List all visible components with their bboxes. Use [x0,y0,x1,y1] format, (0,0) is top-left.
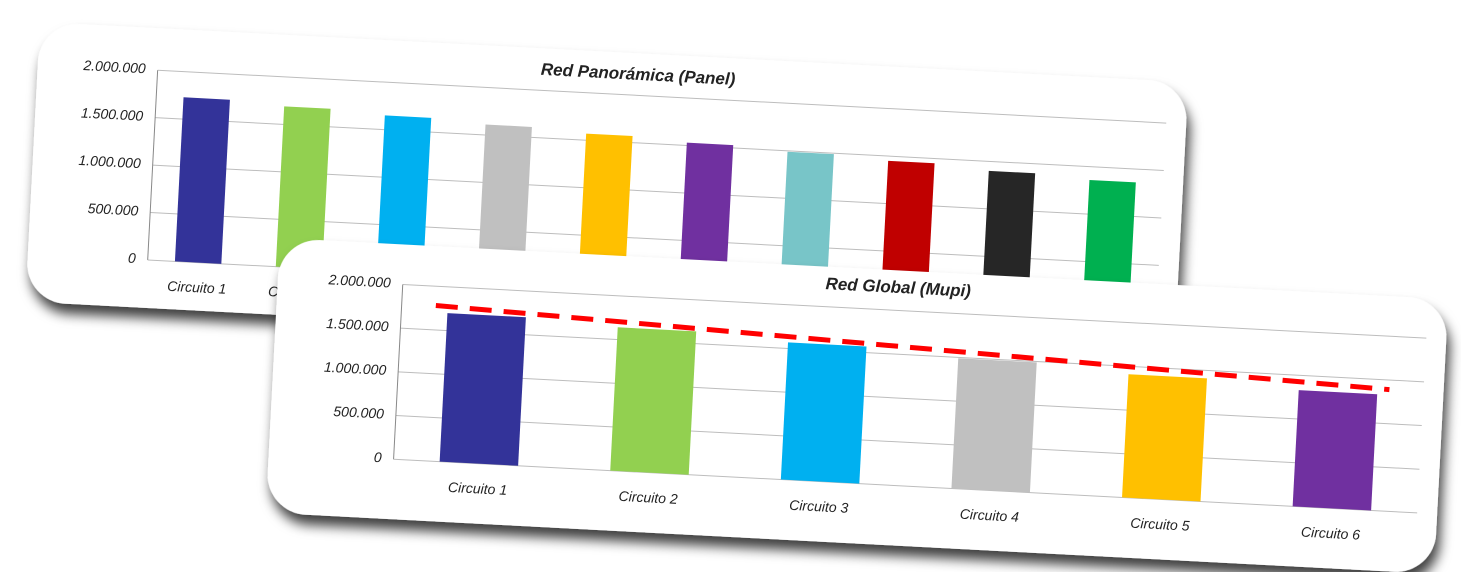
grid-line [402,283,1427,339]
grid-line [157,69,1167,124]
x-tick-label: Circuito 2 [618,488,678,507]
x-tick-label: Circuito 5 [1130,515,1190,534]
x-tick-label: Circuito 4 [959,506,1019,525]
bar [610,327,697,475]
y-axis [393,284,404,460]
y-tick-label: 1.000.000 [324,359,387,378]
x-tick-label: Circuito 1 [167,278,227,297]
y-tick-label: 1.000.000 [78,152,141,171]
bar [880,160,935,301]
bar [1292,390,1378,511]
bar [780,151,834,296]
x-tick-label: Circuito 3 [789,497,849,516]
bar [578,133,633,285]
bar [376,115,432,275]
bar [780,342,867,484]
panel-chart: Red Global (Mupi) 0500.0001.000.0001.500… [267,240,1447,572]
bar [275,106,331,270]
y-tick-label: 0 [128,250,137,266]
bar [477,124,532,280]
grid-line [398,371,1422,427]
grid-line [395,415,1420,470]
bar [1122,374,1207,502]
bar [439,313,526,466]
x-tick-label: Circuito 1 [448,479,508,498]
bar [981,170,1036,307]
reference-line [435,303,1390,393]
y-tick-label: 0 [373,449,382,465]
y-tick-label: 1.500.000 [326,315,389,334]
y-tick-label: 2.000.000 [327,271,391,290]
grid-line [393,458,1418,514]
bar [679,142,734,291]
y-tick-label: 500.000 [87,200,139,219]
y-tick-label: 500.000 [333,403,385,422]
y-tick-label: 1.500.000 [81,104,144,123]
bar [174,97,230,264]
y-tick-label: 2.000.000 [82,57,146,76]
bar [951,358,1037,493]
bar [1082,179,1136,312]
y-axis [147,70,159,260]
grid-line [400,327,1425,383]
x-tick-label: Circuito 6 [1301,524,1361,543]
